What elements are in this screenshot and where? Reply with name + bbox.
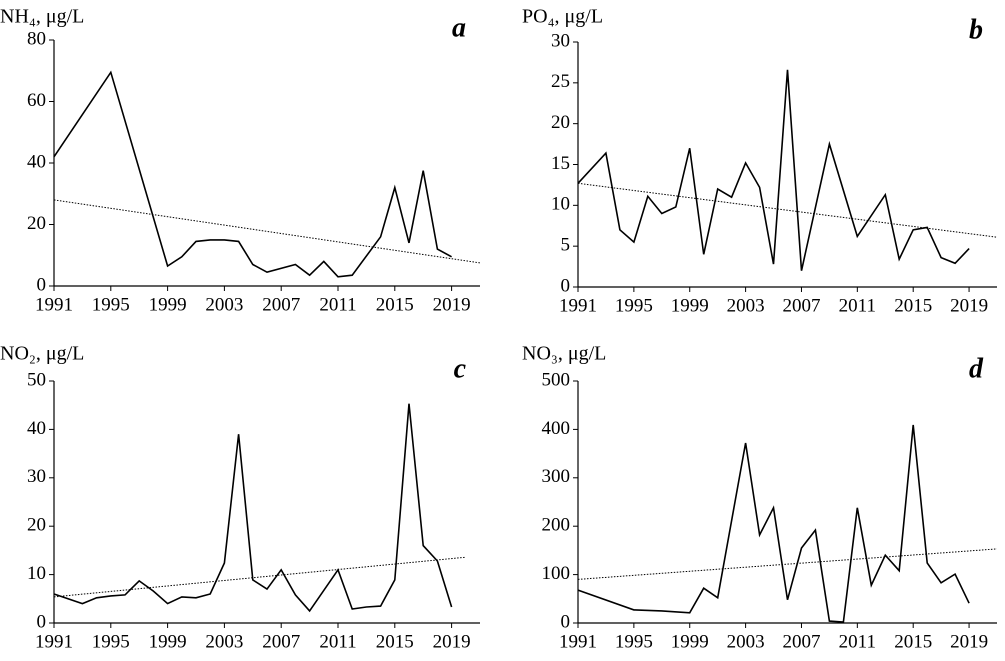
panel-letter: d [969,353,984,384]
x-tick-label: 2003 [727,631,765,652]
x-tick-label: 2019 [433,294,471,315]
y-tick-label: 60 [27,90,46,111]
x-tick-label: 2015 [376,631,414,652]
y-tick-label: 25 [551,71,570,92]
x-tick-label: 2003 [205,631,243,652]
trend-line [577,182,998,238]
x-tick-label: 1999 [149,294,187,315]
x-tick-label: 2015 [894,295,932,316]
y-tick-label: 10 [27,563,46,584]
x-tick-label: 1995 [615,631,653,652]
panel-letter: a [452,12,466,43]
trend-line [577,548,998,580]
x-tick-label: 1995 [92,631,130,652]
x-tick-label: 1999 [671,631,709,652]
x-tick-label: 1991 [35,631,73,652]
x-tick-label: 2003 [727,295,765,316]
panel-letter: b [969,14,983,45]
x-tick-label: 2003 [205,294,243,315]
x-tick-label: 1999 [671,295,709,316]
y-tick-label: 200 [542,515,571,536]
y-tick-label: 0 [37,274,47,295]
y-tick-label: 30 [27,466,46,487]
y-tick-label: 20 [27,213,46,234]
y-tick-label: 5 [561,235,571,256]
x-tick-label: 2019 [433,631,471,652]
y-tick-label: 300 [542,466,571,487]
y-tick-label: 80 [27,28,46,49]
panel-title: NO₂, μg/L [0,343,84,365]
y-tick-label: 20 [27,515,46,536]
y-tick-label: 100 [542,563,571,584]
x-tick-label: 2007 [782,631,820,652]
y-tick-label: 0 [561,611,571,632]
y-tick-label: 15 [551,153,570,174]
x-tick-label: 2007 [262,294,300,315]
panel-title: NH₄, μg/L [0,6,84,28]
x-tick-label: 1995 [615,295,653,316]
y-tick-label: 500 [542,369,571,390]
x-tick-label: 2011 [839,295,876,316]
y-tick-label: 0 [37,611,47,632]
x-tick-label: 2019 [950,631,988,652]
x-tick-label: 1991 [559,295,597,316]
y-tick-label: 0 [561,275,571,296]
x-tick-label: 2015 [376,294,414,315]
y-tick-label: 20 [551,112,570,133]
x-tick-label: 2007 [782,295,820,316]
y-tick-label: 40 [27,151,46,172]
x-tick-label: 2011 [839,631,876,652]
y-tick-label: 10 [551,194,570,215]
x-tick-label: 1999 [149,631,187,652]
x-tick-label: 2019 [950,295,988,316]
panel-letter: c [454,353,467,384]
x-tick-label: 1995 [92,294,130,315]
x-tick-label: 2015 [894,631,932,652]
data-line [577,69,970,271]
x-tick-label: 2011 [319,294,356,315]
y-tick-label: 400 [542,418,571,439]
data-line [53,403,453,613]
y-tick-label: 40 [27,418,46,439]
x-tick-label: 2007 [262,631,300,652]
y-tick-label: 30 [551,30,570,51]
panel-title: PO₄, μg/L [522,6,603,28]
panel-title: NO₃, μg/L [522,343,606,365]
x-tick-label: 2011 [319,631,356,652]
x-tick-label: 1991 [559,631,597,652]
data-line [577,424,970,623]
y-tick-label: 50 [27,369,46,390]
data-line [53,70,452,278]
trend-line [53,556,466,598]
x-tick-label: 1991 [35,294,73,315]
